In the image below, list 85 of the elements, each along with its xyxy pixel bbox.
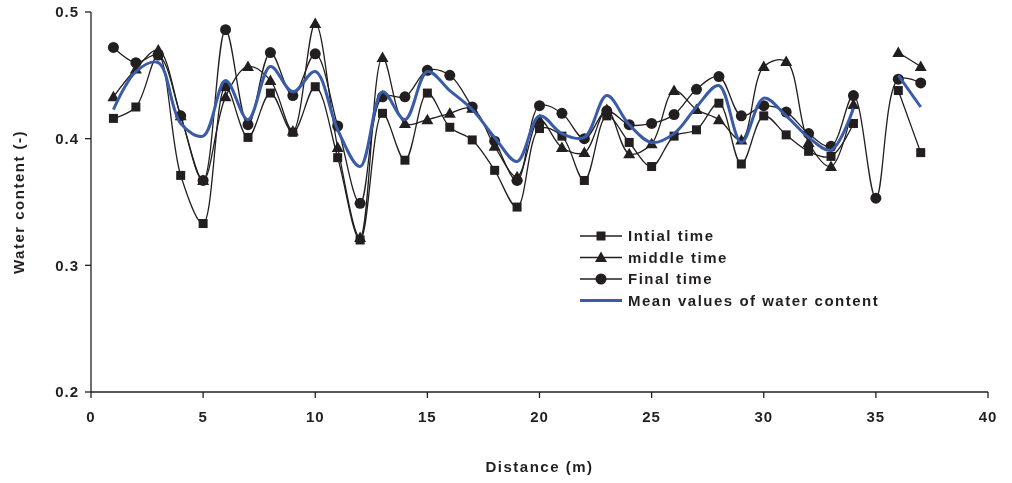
x-tick-label: 20 [530,408,549,425]
point [870,192,882,204]
point [331,141,344,153]
point [490,165,500,175]
point [220,24,232,36]
point [780,55,793,66]
point [646,117,658,129]
point [647,162,657,172]
point [916,148,926,158]
point [804,146,814,156]
point [421,113,434,125]
point [243,132,253,142]
point [511,174,523,186]
x-tick-label: 40 [978,408,998,425]
legend-label: Final time [628,270,714,288]
point [107,41,119,53]
point [736,159,746,169]
point [712,113,725,125]
y-axis-title: Water content (-) [10,129,27,275]
legend-label: middle time [628,248,728,266]
point [759,111,769,121]
point [130,57,142,69]
point [131,102,141,112]
y-tick-label: 0.4 [55,129,79,147]
point [690,83,702,95]
point [198,219,208,229]
point [310,82,320,92]
point [579,175,589,185]
point [512,202,522,212]
point [443,107,456,118]
point [444,69,456,81]
y-tick-label: 0.5 [55,3,79,21]
x-tick-label: 15 [418,408,437,425]
x-tick-label: 5 [198,408,208,425]
point [378,108,388,118]
point [400,155,410,165]
point [309,17,322,28]
point [691,125,701,135]
point [556,107,568,119]
x-tick-label: 35 [866,408,886,425]
point [376,51,389,63]
point [241,60,254,71]
point [264,47,276,59]
legend-label: Intial time [628,227,715,245]
legend-label: Mean values of water content [628,291,880,309]
point [848,118,858,128]
point [108,113,118,123]
point [668,84,681,96]
point [624,137,634,147]
point [445,122,455,132]
y-tick-label: 0.2 [55,383,79,401]
point [623,147,636,159]
point [399,91,411,103]
point [309,48,321,60]
x-axis-title: Distance (m) [485,458,594,475]
point [757,60,770,71]
point [826,151,836,161]
point [467,135,477,145]
point [735,110,747,122]
x-tick-label: 25 [642,408,661,425]
point [892,46,905,58]
point [354,231,367,242]
point [714,98,724,108]
point [219,90,232,102]
point [713,71,725,83]
point [176,170,186,180]
point [668,109,680,121]
point [535,124,544,134]
point [578,146,591,158]
point [893,86,903,96]
point [354,197,366,209]
x-tick-label: 30 [754,408,774,425]
point [914,60,927,71]
y-tick-label: 0.3 [55,256,79,274]
point [265,88,275,98]
point [781,130,791,140]
point [915,77,927,89]
point [264,74,277,85]
point [825,160,838,172]
point [847,90,859,102]
point [534,100,545,112]
x-tick-label: 10 [305,408,325,425]
point [555,141,568,153]
x-tick-label: 0 [86,408,96,425]
point [422,88,432,98]
